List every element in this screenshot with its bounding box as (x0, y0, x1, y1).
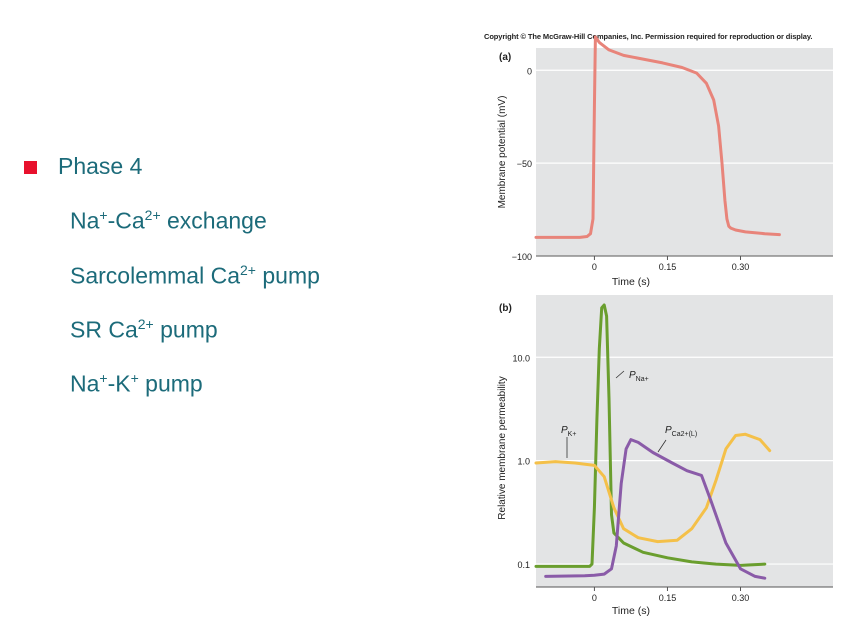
y-tick-label-b: 10.0 (512, 353, 530, 363)
x-tick-label-a: 0 (592, 262, 597, 272)
series-line-b-0 (534, 303, 767, 568)
x-tick-label-b: 0 (592, 593, 597, 603)
x-axis-label-a: Time (s) (612, 276, 650, 288)
y-tick-label-b: 1.0 (517, 457, 530, 467)
x-tick-label-b: 0.15 (659, 593, 677, 603)
series-name-label: PK+ (561, 425, 576, 438)
series-callout-line (657, 439, 667, 453)
plot-area-a (536, 48, 833, 256)
x-tick-label-b: 0.30 (732, 593, 750, 603)
y-tick-label-a: −50 (517, 159, 532, 169)
series-line-b-1 (534, 432, 772, 544)
x-tick-label-a: 0.30 (732, 262, 750, 272)
phase-heading-row: Phase 4 (24, 153, 142, 180)
bullet-square-icon (24, 160, 37, 174)
phase-heading: Phase 4 (58, 153, 143, 179)
plot-area-b (536, 295, 833, 587)
sub-item-sarcolemmal-pump: Sarcolemmal Ca2+ pump (70, 262, 320, 289)
panel-label-a: (a) (499, 52, 511, 63)
panel-label-b: (b) (499, 303, 512, 314)
sub-item-sr-pump: SR Ca2+ pump (70, 316, 218, 343)
copyright-notice: Copyright © The McGraw-Hill Companies, I… (484, 32, 813, 41)
series-line-b-2 (544, 438, 767, 580)
y-axis-label-a: Membrane potential (mV) (497, 96, 508, 209)
y-axis-label-b: Relative membrane permeability (497, 376, 508, 519)
x-tick-label-a: 0.15 (659, 262, 677, 272)
series-name-label: PCa2+(L) (665, 425, 697, 438)
sub-item-na-ca-exchange: Na+-Ca2+ exchange (70, 207, 267, 234)
y-tick-label-b: 0.1 (517, 560, 530, 570)
x-axis-label-b: Time (s) (612, 605, 650, 617)
y-tick-label-a: −100 (512, 252, 532, 262)
sub-item-na-k-pump: Na+-K+ pump (70, 370, 203, 397)
series-name-label: PNa+ (629, 370, 649, 383)
series-line-a-0 (534, 35, 781, 239)
series-callout-line (615, 370, 625, 379)
y-tick-label-a: 0 (527, 66, 532, 76)
bullet-list: Phase 4 Na+-Ca2+ exchange Sarcolemmal Ca… (24, 153, 320, 397)
